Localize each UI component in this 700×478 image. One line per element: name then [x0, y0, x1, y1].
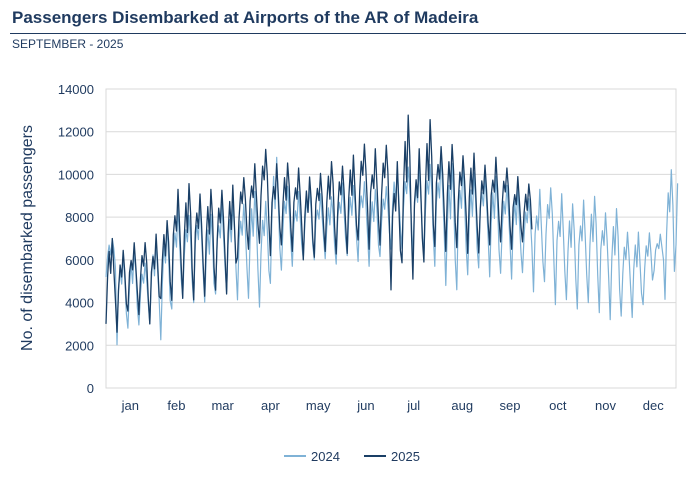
y-tick-label: 10000 [58, 167, 94, 182]
x-tick-label-jul: jul [406, 398, 420, 413]
x-tick-label-sep: sep [500, 398, 521, 413]
series-lines [105, 114, 679, 346]
y-tick-label: 14000 [58, 82, 94, 97]
x-tick-label-jun: jun [356, 398, 374, 413]
y-axis-label: No. of disembarked passengers [19, 125, 36, 351]
y-tick-label: 0 [87, 381, 94, 396]
chart-title: Passengers Disembarked at Airports of th… [12, 8, 479, 27]
x-tick-label-may: may [306, 398, 331, 413]
chart-subtitle: SEPTEMBER - 2025 [12, 37, 124, 51]
y-tick-label: 4000 [65, 296, 94, 311]
x-tick-label-mar: mar [211, 398, 234, 413]
y-tick-label: 8000 [65, 210, 94, 225]
x-tick-label-nov: nov [595, 398, 616, 413]
x-tick-label-apr: apr [261, 398, 280, 413]
legend: 2024 2025 [284, 449, 420, 464]
x-tick-label-aug: aug [451, 398, 473, 413]
x-tick-label-jan: jan [121, 398, 139, 413]
x-tick-label-dec: dec [643, 398, 664, 413]
y-tick-label: 12000 [58, 125, 94, 140]
series-line-2025 [105, 114, 533, 333]
gridlines [105, 88, 677, 389]
y-axis-ticks: 0 2000 4000 6000 8000 10000 12000 14000 [58, 82, 94, 396]
title-divider [10, 33, 686, 34]
x-axis-ticks: jan feb mar apr may jun jul aug sep oct nov dec [121, 398, 665, 413]
legend-label-2024: 2024 [311, 449, 340, 464]
legend-label-2025: 2025 [391, 449, 420, 464]
x-tick-label-oct: oct [549, 398, 567, 413]
y-tick-label: 6000 [65, 253, 94, 268]
x-tick-label-feb: feb [167, 398, 185, 413]
y-tick-label: 2000 [65, 338, 94, 353]
